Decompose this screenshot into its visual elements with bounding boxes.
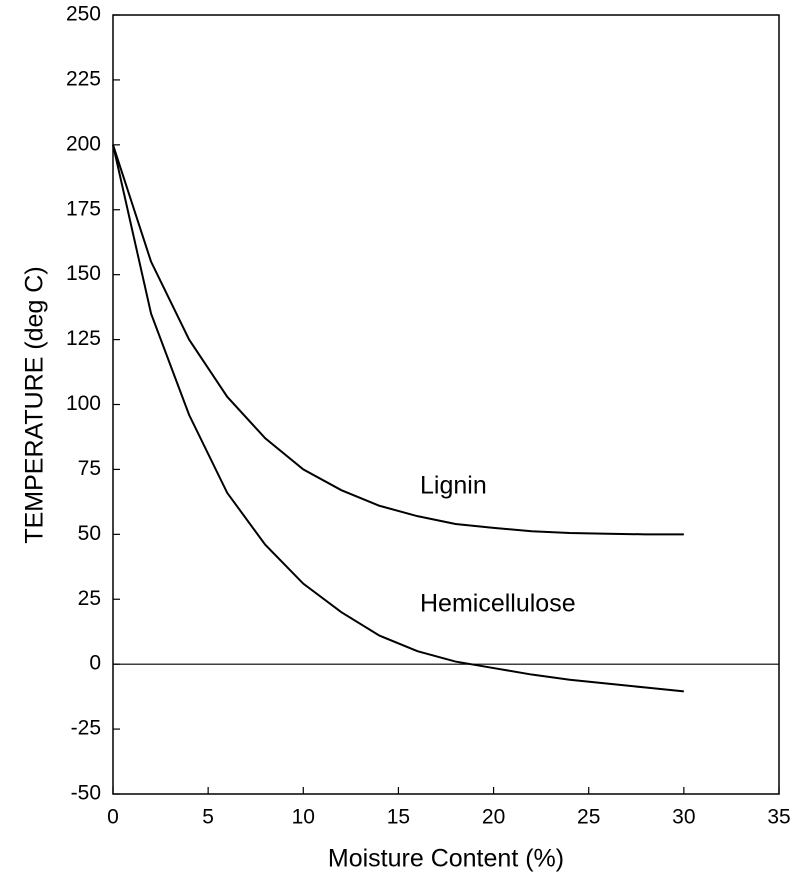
y-tick-label: -50	[71, 782, 101, 805]
y-tick-label: 175	[66, 197, 101, 220]
line-series	[112, 144, 684, 693]
x-tick-label: 20	[482, 806, 505, 829]
x-tick-label: 25	[577, 806, 600, 829]
y-tick-label: 0	[89, 652, 101, 675]
x-tick-label: 35	[767, 806, 790, 829]
y-tick-label: 100	[66, 392, 101, 415]
y-tick-label: 250	[66, 3, 101, 26]
x-tick-label: 5	[202, 806, 214, 829]
x-axis-title: Moisture Content (%)	[328, 845, 564, 873]
x-tick-label: 10	[292, 806, 315, 829]
y-axis-title: TEMPERATURE (deg C)	[21, 266, 49, 543]
x-tick-label: 0	[107, 806, 119, 829]
y-tick-label: -25	[71, 717, 101, 740]
y-tick-label: 125	[66, 327, 101, 350]
y-tick-label: 225	[66, 67, 101, 90]
curve-label: Lignin	[420, 472, 487, 500]
y-tick-label: 75	[78, 457, 101, 480]
y-tick-label: 25	[78, 587, 101, 610]
plot-frame	[112, 14, 780, 795]
y-tick-label: 150	[66, 262, 101, 285]
x-tick-label: 15	[387, 806, 410, 829]
y-tick-label: 200	[66, 132, 101, 155]
line-series	[112, 144, 684, 536]
x-tick-label: 30	[672, 806, 695, 829]
y-tick-label: 50	[78, 522, 101, 545]
curve-label: Hemicellulose	[420, 590, 576, 618]
